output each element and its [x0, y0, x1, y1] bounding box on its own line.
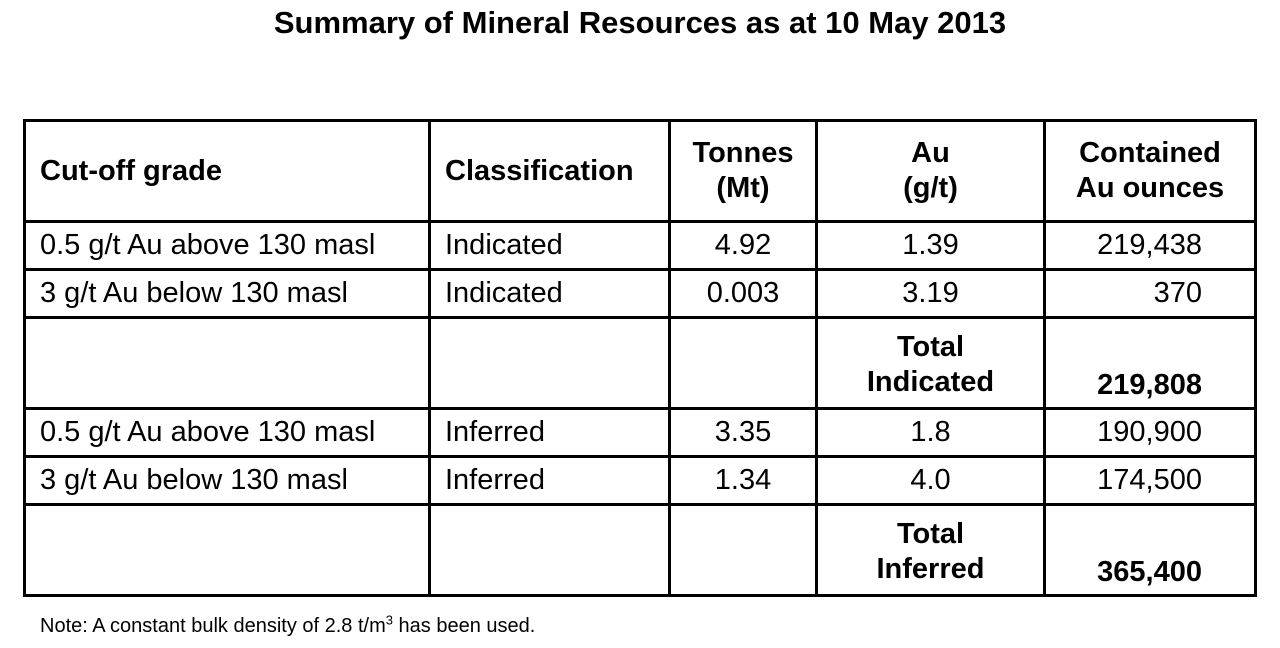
- header-ounces-line2: Au ounces: [1075, 172, 1225, 204]
- footnote-superscript: 3: [385, 612, 393, 628]
- footnote-suffix: has been used.: [393, 615, 536, 637]
- cell-empty: [428, 503, 671, 597]
- total-inferred-label: Total Inferred: [815, 503, 1046, 597]
- header-ounces-line1: Contained: [1079, 137, 1221, 169]
- cell-empty: [23, 316, 431, 410]
- cell-tonnes: 0.003: [668, 268, 818, 319]
- footnote: Note: A constant bulk density of 2.8 t/m…: [40, 613, 535, 639]
- total-indicated-line1: Total: [896, 331, 965, 363]
- cell-classification: Inferred: [428, 455, 671, 506]
- header-au-line2: (g/t): [903, 172, 958, 204]
- cell-contained-ounces: 174,500: [1043, 455, 1257, 506]
- footnote-prefix: Note: A constant bulk density of 2.8 t/m: [40, 615, 386, 637]
- cell-classification: Indicated: [428, 220, 671, 271]
- cell-classification: Inferred: [428, 407, 671, 458]
- cell-au-grade: 1.8: [815, 407, 1046, 458]
- cell-empty: [428, 316, 671, 410]
- total-inferred-value: 365,400: [1043, 503, 1257, 597]
- cell-empty: [668, 503, 818, 597]
- cell-tonnes: 3.35: [668, 407, 818, 458]
- page-title: Summary of Mineral Resources as at 10 Ma…: [273, 5, 1007, 40]
- cell-tonnes: 1.34: [668, 455, 818, 506]
- total-inferred-line2: Inferred: [876, 553, 985, 585]
- header-tonnes: Tonnes (Mt): [668, 119, 818, 223]
- header-contained-ounces: Contained Au ounces: [1043, 119, 1257, 223]
- table-row: 0.5 g/t Au above 130 masl Indicated 4.92…: [23, 220, 1257, 271]
- cell-contained-ounces: 370: [1043, 268, 1257, 319]
- cell-contained-ounces: 219,438: [1043, 220, 1257, 271]
- mineral-resources-table: Cut-off grade Classification Tonnes (Mt) …: [23, 119, 1257, 597]
- cell-empty: [23, 503, 431, 597]
- header-au-grade: Au (g/t): [815, 119, 1046, 223]
- table-row: 0.5 g/t Au above 130 masl Inferred 3.35 …: [23, 407, 1257, 458]
- cell-au-grade: 4.0: [815, 455, 1046, 506]
- total-indicated-line2: Indicated: [866, 366, 995, 398]
- cell-au-grade: 3.19: [815, 268, 1046, 319]
- total-indicated-label: Total Indicated: [815, 316, 1046, 410]
- cell-tonnes: 4.92: [668, 220, 818, 271]
- table-row: 3 g/t Au below 130 masl Indicated 0.003 …: [23, 268, 1257, 319]
- total-inferred-row: Total Inferred 365,400: [23, 503, 1257, 597]
- header-cutoff-grade: Cut-off grade: [23, 119, 431, 223]
- header-tonnes-line1: Tonnes: [692, 137, 794, 169]
- header-au-line1: Au: [911, 137, 950, 169]
- cell-cutoff-grade: 0.5 g/t Au above 130 masl: [23, 220, 431, 271]
- cell-cutoff-grade: 3 g/t Au below 130 masl: [23, 268, 431, 319]
- cell-au-grade: 1.39: [815, 220, 1046, 271]
- table-header-row: Cut-off grade Classification Tonnes (Mt) …: [23, 119, 1257, 223]
- table-row: 3 g/t Au below 130 masl Inferred 1.34 4.…: [23, 455, 1257, 506]
- total-indicated-value: 219,808: [1043, 316, 1257, 410]
- total-indicated-row: Total Indicated 219,808: [23, 316, 1257, 410]
- header-classification: Classification: [428, 119, 671, 223]
- cell-cutoff-grade: 3 g/t Au below 130 masl: [23, 455, 431, 506]
- header-tonnes-line2: (Mt): [716, 172, 770, 204]
- total-inferred-line1: Total: [896, 518, 965, 550]
- cell-empty: [668, 316, 818, 410]
- cell-cutoff-grade: 0.5 g/t Au above 130 masl: [23, 407, 431, 458]
- cell-classification: Indicated: [428, 268, 671, 319]
- cell-contained-ounces: 190,900: [1043, 407, 1257, 458]
